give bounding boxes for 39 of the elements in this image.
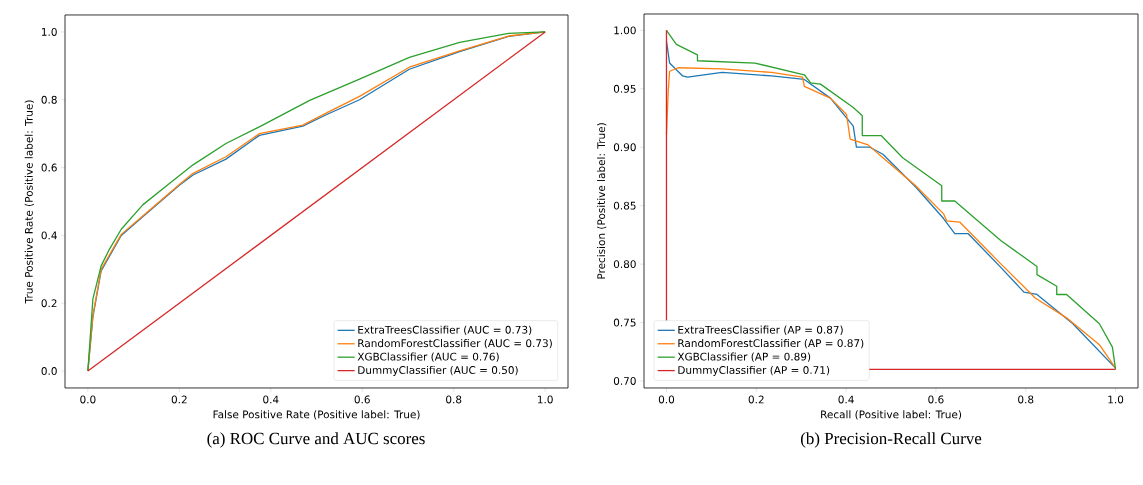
legend-label: RandomForestClassifier (AP = 0.87) <box>678 339 864 349</box>
x-tick-label: 0.8 <box>1018 395 1034 404</box>
legend-label: RandomForestClassifier (AUC = 0.73) <box>358 339 552 349</box>
x-tick-label: 0.6 <box>354 395 370 404</box>
y-tick-label: 0.85 <box>613 201 636 210</box>
x-tick-label: 0.4 <box>838 395 854 404</box>
text: (b) Precision-Recall Curve <box>800 432 982 448</box>
x-tick-label: 0.0 <box>658 395 675 404</box>
x-tick-label: 0.8 <box>446 395 462 404</box>
legend-label: XGBClassifier (AUC = 0.76) <box>357 352 499 362</box>
y-tick-label: 0.90 <box>613 143 636 152</box>
x-tick-label: 0.2 <box>171 395 187 404</box>
x-tick-label: 1.0 <box>1108 395 1124 404</box>
legend-label: XGBClassifier (AP = 0.89) <box>677 352 811 362</box>
y-tick-label: 0.6 <box>41 163 57 172</box>
y-tick-label: 0.80 <box>613 260 636 269</box>
y-tick-label: 0.8 <box>41 95 57 104</box>
text: (a) ROC Curve and AUC scores <box>207 432 425 448</box>
y-tick-label: 0.0 <box>41 367 57 375</box>
x-tick-label: 1.0 <box>537 395 553 404</box>
y-tick-label: 0.2 <box>41 299 57 308</box>
y-tick-label: 1.00 <box>614 26 636 35</box>
legend-label: DummyClassifier (AUC = 0.50) <box>358 365 518 377</box>
y-tick-label: 0.75 <box>613 318 636 327</box>
legend-label: ExtraTreesClassifier (AP = 0.87) <box>678 325 843 335</box>
x-tick-label: 0.6 <box>928 395 944 404</box>
y-tick-label: 0.95 <box>613 84 636 93</box>
legend-label: ExtraTreesClassifier (AUC = 0.73) <box>358 325 532 335</box>
x-axis-title: Recall (Positive label: True) <box>821 410 962 420</box>
y-axis-title: True Positive Rate (Positive label: True) <box>24 100 35 304</box>
y-axis-title: Precision (Positive label: True) <box>597 123 607 279</box>
y-tick-label: 1.0 <box>42 27 57 36</box>
y-tick-label: 0.70 <box>613 377 636 385</box>
legend-label: DummyClassifier (AP = 0.71) <box>678 365 830 376</box>
x-tick-label: 0.2 <box>748 395 764 404</box>
y-tick-label: 0.4 <box>41 231 57 240</box>
x-axis-title: False Positive Rate (Positive label: True) <box>213 410 420 420</box>
x-tick-label: 0.4 <box>263 395 279 404</box>
x-tick-label: 0.0 <box>80 395 96 404</box>
